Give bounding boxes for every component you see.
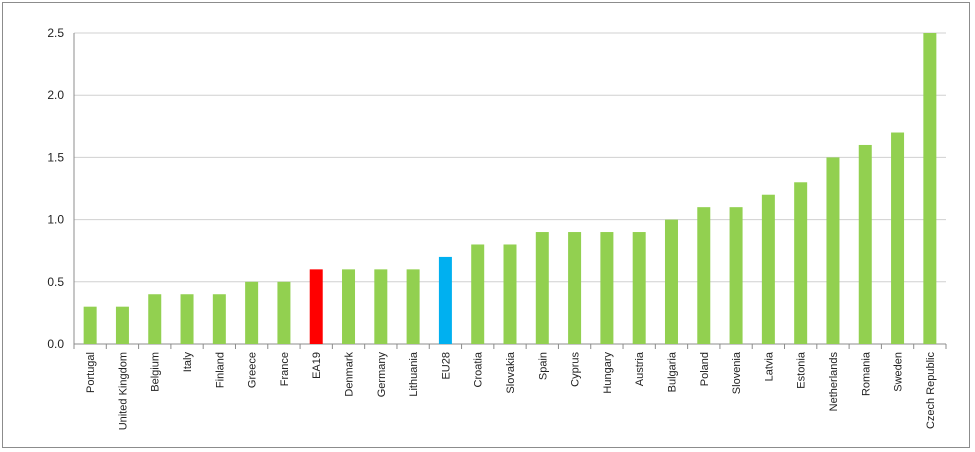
- x-tick-label: Denmark: [344, 352, 356, 397]
- x-tick-label: Portugal: [85, 352, 97, 393]
- bar-portugal: [83, 306, 97, 344]
- x-tick-label: Italy: [182, 352, 194, 373]
- bar-estonia: [794, 182, 808, 344]
- bar-czech-republic: [923, 33, 937, 344]
- bar-bulgaria: [664, 219, 678, 344]
- bar-croatia: [471, 244, 485, 344]
- y-tick-label: 2.5: [47, 26, 64, 40]
- x-tick-label: Romania: [860, 351, 872, 396]
- bar-slovakia: [503, 244, 517, 344]
- bar-greece: [245, 281, 259, 344]
- y-tick-label: 1.0: [47, 213, 64, 227]
- bar-poland: [697, 207, 711, 344]
- bar-hungary: [600, 232, 614, 344]
- x-tick-label: Poland: [699, 352, 711, 386]
- bar-finland: [212, 294, 226, 344]
- bar-belgium: [148, 294, 162, 344]
- bar-austria: [632, 232, 646, 344]
- chart-frame: [2, 2, 970, 448]
- x-tick-label: Finland: [214, 352, 226, 388]
- x-tick-label: EU28: [440, 352, 452, 380]
- bar-ea19: [309, 269, 323, 344]
- bar-latvia: [761, 194, 775, 344]
- x-tick-label: Latvia: [763, 351, 775, 381]
- x-tick-label: Netherlands: [828, 352, 840, 412]
- x-tick-label: Bulgaria: [666, 351, 678, 392]
- bar-germany: [374, 269, 388, 344]
- y-tick-label: 0.0: [47, 337, 64, 351]
- y-tick-label: 2.0: [47, 88, 64, 102]
- bar-netherlands: [826, 157, 840, 344]
- x-tick-label: Spain: [537, 352, 549, 380]
- x-tick-label: Slovenia: [731, 351, 743, 394]
- x-tick-label: EA19: [311, 352, 323, 379]
- x-tick-label: Belgium: [150, 352, 162, 392]
- bar-lithuania: [406, 269, 420, 344]
- bar-italy: [180, 294, 194, 344]
- x-tick-label: Slovakia: [505, 351, 517, 393]
- bar-romania: [858, 144, 872, 344]
- x-tick-label: Austria: [634, 351, 646, 386]
- x-tick-label: Sweden: [893, 352, 905, 392]
- y-tick-label: 0.5: [47, 275, 64, 289]
- x-tick-label: Greece: [247, 352, 259, 388]
- bar-denmark: [342, 269, 356, 344]
- x-tick-label: France: [279, 352, 291, 386]
- x-tick-label: Czech Republic: [925, 352, 937, 430]
- x-tick-label: Lithuania: [408, 351, 420, 397]
- x-tick-label: Estonia: [796, 351, 808, 389]
- bar-eu28: [438, 256, 452, 344]
- bar-slovenia: [729, 207, 743, 344]
- x-tick-label: Cyprus: [570, 352, 582, 387]
- bar-united-kingdom: [115, 306, 129, 344]
- x-tick-label: Germany: [376, 352, 388, 398]
- x-tick-label: Croatia: [473, 351, 485, 387]
- x-tick-label: Hungary: [602, 352, 614, 394]
- bar-france: [277, 281, 291, 344]
- bar-spain: [535, 232, 549, 344]
- y-tick-label: 1.5: [47, 150, 64, 164]
- bar-sweden: [891, 132, 905, 344]
- bar-cyprus: [568, 232, 582, 344]
- x-tick-label: United Kingdom: [117, 352, 129, 430]
